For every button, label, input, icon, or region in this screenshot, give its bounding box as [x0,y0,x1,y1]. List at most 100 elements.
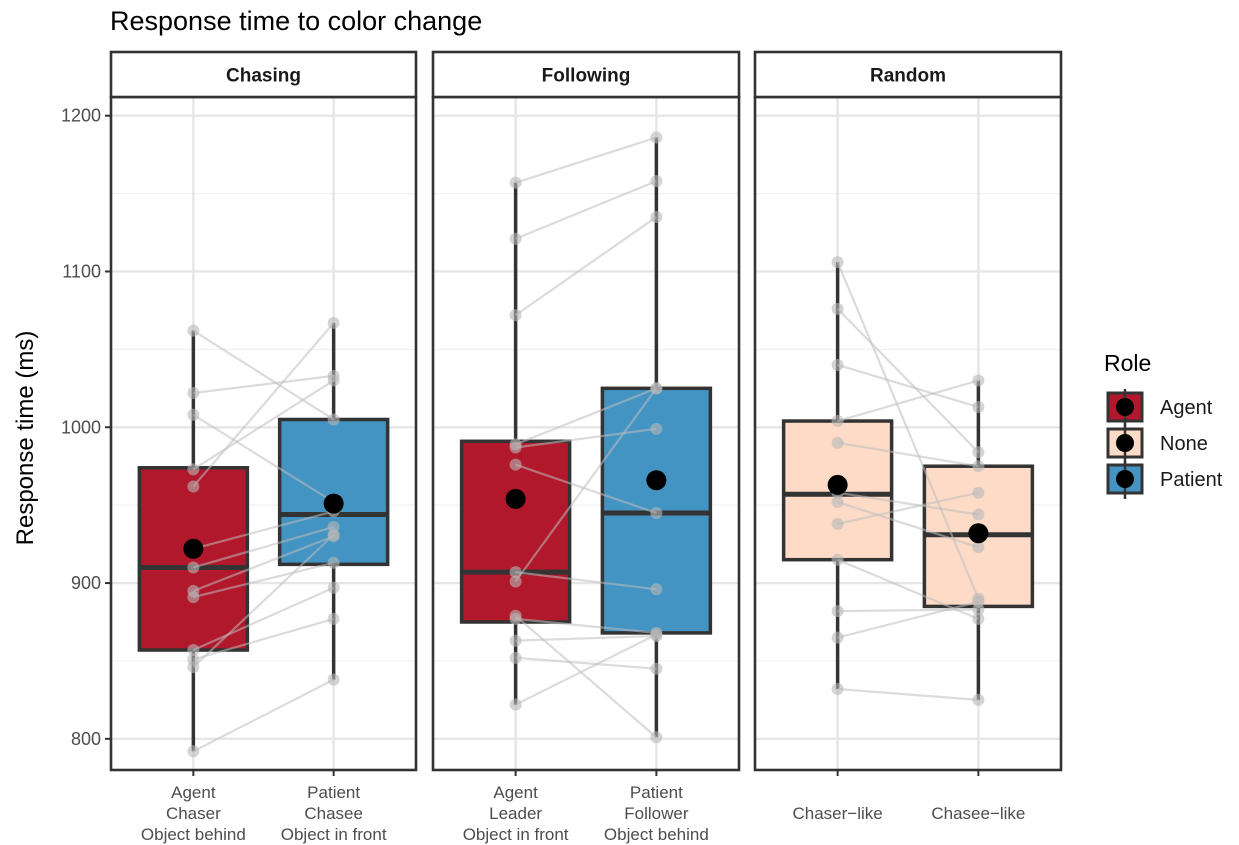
x-tick-label: Patient [630,783,683,802]
data-point [831,302,844,315]
data-point [509,612,522,625]
data-point [650,382,663,395]
legend: Role Agent None Patient [1104,350,1223,499]
paired-line [514,387,658,583]
data-point [187,644,200,657]
paired-line [193,510,334,550]
data-point [972,595,985,608]
data-point [509,566,522,579]
data-point [650,583,663,596]
paired-line [515,427,657,449]
paired-line [515,463,657,514]
data-point [187,591,200,604]
paired-line [514,614,658,739]
paired-line [192,413,335,503]
data-point [831,631,844,644]
data-point [509,441,522,454]
facet-strip [109,50,418,99]
paired-line [192,535,335,592]
data-point [972,541,985,554]
data-point [509,698,522,711]
data-point [650,628,663,641]
paired-line [515,180,657,240]
data-point [650,175,663,188]
legend-label: Patient [1160,469,1223,491]
paired-line [192,329,335,421]
data-point [831,415,844,428]
legend-label: Agent [1160,397,1213,419]
data-point [327,612,340,625]
data-point [187,386,200,399]
x-tick-label: Follower [624,804,689,823]
y-tick-label: 1200 [61,106,101,126]
data-point [187,463,200,476]
paired-line [193,525,334,569]
data-point [831,256,844,269]
data-point [831,358,844,371]
paired-line [192,678,335,753]
facet-label: Following [542,66,631,87]
legend-label: None [1160,433,1208,455]
paired-line [193,617,334,661]
x-tick-label: Agent [493,783,538,802]
data-point [831,553,844,566]
data-point [972,612,985,625]
legend-title: Role [1104,350,1151,376]
data-point [831,436,844,449]
paired-line [837,491,979,525]
data-point [650,731,663,744]
data-point [650,210,663,223]
data-point [187,561,200,574]
facet-strip [431,50,741,99]
paired-line [836,308,980,453]
box [137,466,250,652]
x-tick-label: Patient [307,783,360,802]
mean-point [827,474,848,495]
paired-line [515,656,657,670]
data-point [187,661,200,674]
data-point [187,408,200,421]
data-point [650,422,663,435]
paired-line [515,633,657,706]
paired-line [192,586,335,652]
paired-line [193,561,334,599]
data-point [972,460,985,473]
x-tick-label: Object behind [604,825,709,844]
paired-line [192,533,335,668]
data-point [509,575,522,588]
data-point [509,458,522,471]
paired-line [837,491,979,516]
paired-line [837,600,979,639]
paired-line [514,216,658,317]
data-point [327,528,340,541]
data-point [831,517,844,530]
mean-point [183,538,204,559]
legend-key-mean [1116,470,1134,488]
x-tick-label: Object in front [281,825,387,844]
facet-label: Random [870,66,946,87]
data-point [509,232,522,245]
paired-line [837,687,979,701]
data-point [650,131,663,144]
data-point [509,309,522,322]
data-point [650,662,663,675]
facet-label: Chasing [226,66,301,87]
data-point [327,316,340,329]
mean-point [968,523,989,544]
paired-line [836,261,980,600]
facet-strip [753,50,1063,99]
data-point [327,581,340,594]
data-point [650,506,663,519]
paired-line [515,634,657,642]
mean-point [646,470,667,491]
paired-line [837,608,979,613]
data-point [972,508,985,521]
data-point [972,693,985,706]
mean-point [323,493,344,514]
y-tick-label: 900 [71,573,101,593]
data-point [831,605,844,618]
data-point [327,374,340,387]
data-point [972,446,985,459]
x-tick-label: Chaser−like [792,804,882,823]
data-point [509,651,522,664]
